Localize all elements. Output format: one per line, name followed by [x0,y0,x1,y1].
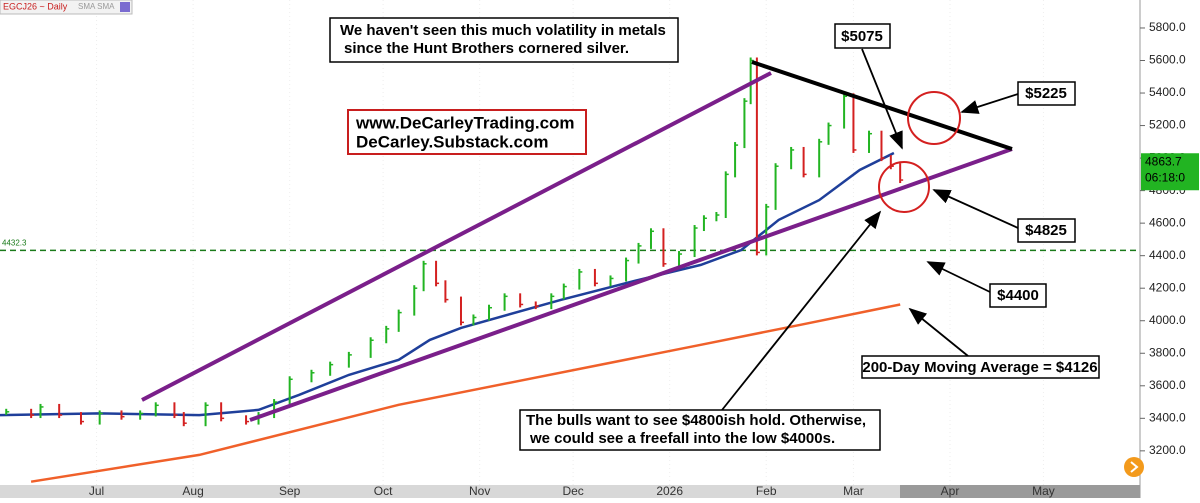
y-tick-label: 4200.0 [1149,280,1186,294]
moving-average [0,151,895,417]
x-tick-label: Mar [843,484,864,498]
arrow [861,48,903,150]
x-tick-label: Jul [89,484,104,498]
y-tick-label: 4000.0 [1149,313,1186,327]
y-tick-label: 5800.0 [1149,20,1186,34]
label-box [861,355,1100,379]
note-text: We haven't seen this much volatility in … [340,22,666,39]
x-tick-label: Nov [469,484,490,498]
website-text: www.DeCarleyTrading.com [355,113,575,132]
y-tick-label: 5200.0 [1149,118,1186,132]
y-tick-label: 3800.0 [1149,345,1186,359]
x-tick-label: Sep [279,484,301,498]
label-text: $5075 [841,28,883,45]
note-text: we could see a freefall into the low $40… [529,430,835,447]
arrow [932,189,1019,229]
last-price-timer: 06:18:0 [1145,170,1185,184]
label-box [1017,218,1076,243]
label-text: $4825 [1025,222,1067,239]
label-box [989,283,1047,308]
y-tick-label: 5400.0 [1149,85,1186,99]
x-tick-label: Oct [374,484,393,498]
moving-average [30,303,901,483]
y-tick-label: 3400.0 [1149,410,1186,424]
x-tick-label: Apr [941,484,960,498]
arrow [721,210,882,411]
arrow [908,307,969,357]
circle-4825 [878,161,930,213]
upper-trendline [141,71,772,402]
y-tick-label: 5600.0 [1149,53,1186,67]
symbol-bar [0,0,133,15]
circle-5225 [907,91,961,145]
last-price-value: 4863.7 [1145,154,1182,168]
note-box [519,409,881,451]
last-price-tag [1141,153,1199,191]
future-band [900,485,1140,498]
label-text: $5225 [1025,85,1067,102]
label-text: $4400 [997,287,1039,304]
y-tick-label: 4600.0 [1149,215,1186,229]
menu-button[interactable] [120,2,130,12]
x-tick-label: Dec [562,484,583,498]
note-box [329,17,679,63]
arrow [926,261,991,293]
x-tick-label: Feb [756,484,777,498]
symbol: EGCJ26 ~ Daily [3,1,68,11]
y-tick-label: 3200.0 [1149,443,1186,457]
label-box [834,23,891,49]
lower-trendline [249,147,1013,422]
note-text: since the Hunt Brothers cornered silver. [344,40,629,57]
plot [0,0,1140,485]
website-box [347,109,587,155]
x-tick-label: May [1032,484,1055,498]
arrow [960,93,1019,114]
x-tick-label: 2026 [656,484,683,498]
reference-label: 4432.3 [2,239,27,248]
x-tick-label: Aug [182,484,203,498]
website-text: DeCarley.Substack.com [356,132,548,151]
label-box [1017,81,1076,106]
note-text: The bulls want to see $4800ish hold. Oth… [526,412,866,429]
y-tick-label: 3600.0 [1149,378,1186,392]
x-axis-band [0,485,1140,498]
label-text: 200-Day Moving Average = $4126 [862,359,1097,376]
y-tick-label: 4400.0 [1149,248,1186,262]
scroll-button[interactable] [1124,457,1144,477]
scroll-icon [1130,461,1139,473]
indicator-legend: SMA SMA [78,2,115,11]
resistance-line [751,60,1013,151]
